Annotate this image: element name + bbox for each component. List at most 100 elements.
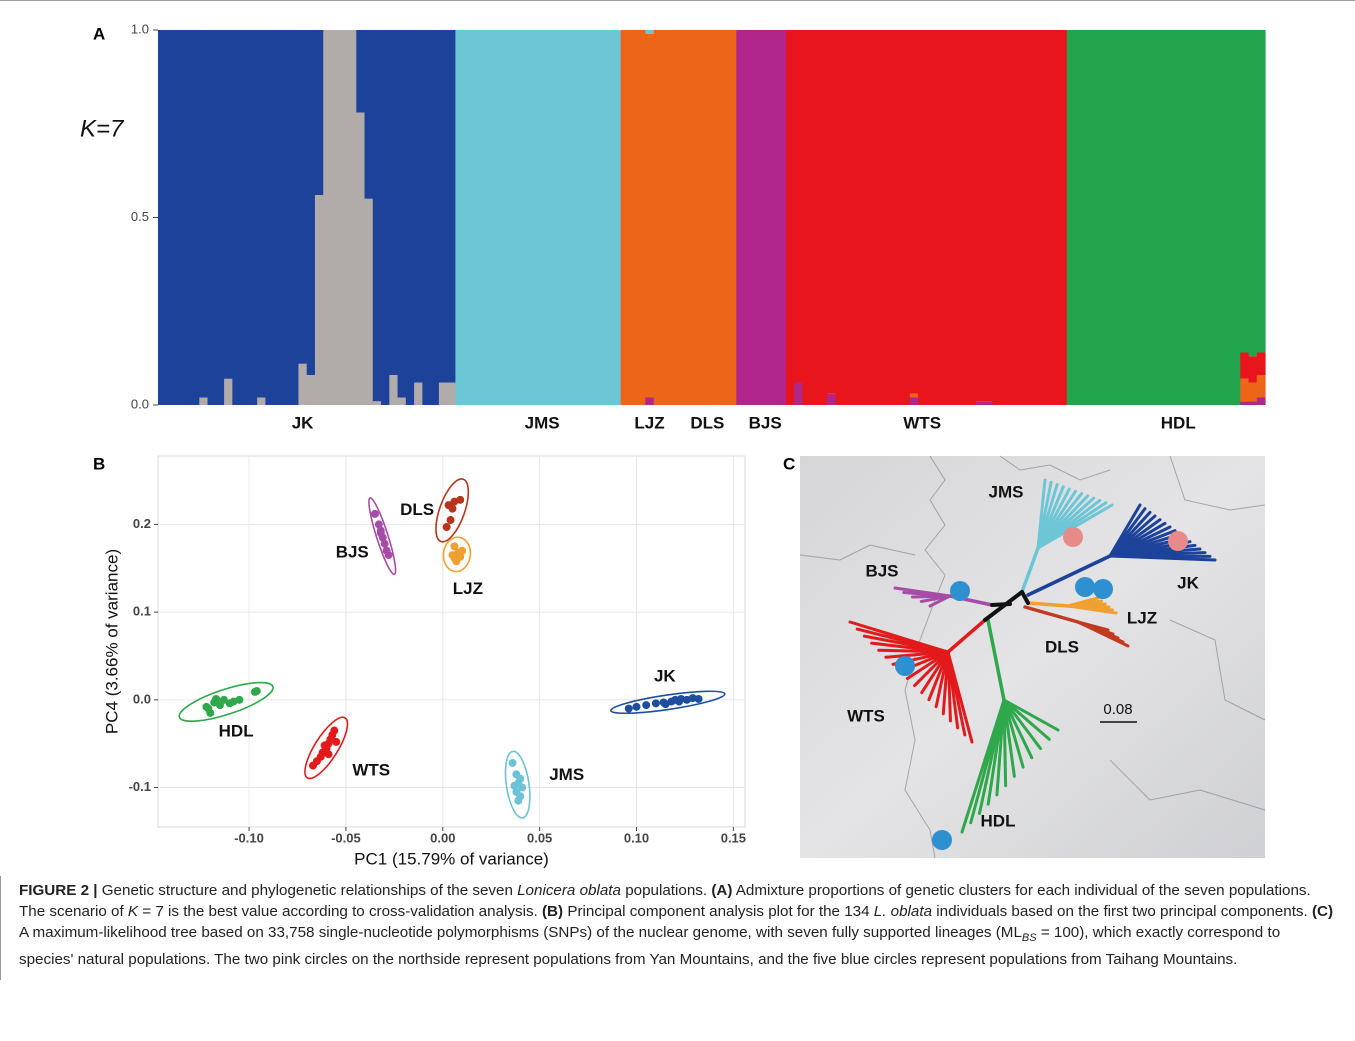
point xyxy=(204,705,212,713)
admixture-bar xyxy=(1248,401,1257,405)
admixture-bar xyxy=(1067,30,1076,405)
admixture-bar xyxy=(1232,30,1241,405)
point xyxy=(633,703,641,711)
admixture-bar xyxy=(1207,30,1216,405)
admixture-bar xyxy=(464,30,473,405)
admixture-bar xyxy=(596,30,605,405)
admixture-bar xyxy=(199,30,208,398)
series-label: JK xyxy=(654,667,676,686)
admixture-bar xyxy=(761,30,770,405)
caption-run: L. oblata xyxy=(874,903,932,920)
admixture-bar xyxy=(678,30,687,405)
point xyxy=(212,695,220,703)
population-label: HDL xyxy=(1161,413,1196,432)
admixture-bar xyxy=(604,30,613,405)
tree-branch xyxy=(1104,611,1116,613)
admixture-bar xyxy=(728,30,737,405)
tree-branch xyxy=(1096,604,1106,605)
admixture-bar xyxy=(356,30,365,113)
population-label: LJZ xyxy=(634,413,664,432)
admixture-bar xyxy=(819,30,828,405)
admixture-bar xyxy=(488,30,497,405)
point xyxy=(332,738,340,746)
admixture-bar xyxy=(241,30,250,405)
admixture-bar xyxy=(645,398,654,406)
admixture-bar xyxy=(984,30,993,401)
series-label: DLS xyxy=(400,500,434,519)
lineage-label: BJS xyxy=(865,561,898,580)
frame-line xyxy=(0,0,1355,1)
panel-label: C xyxy=(783,454,795,473)
admixture-bar xyxy=(1050,30,1059,405)
lineage-label: LJZ xyxy=(1127,608,1157,627)
admixture-bar xyxy=(563,30,572,405)
admixture-bar xyxy=(769,30,778,405)
point xyxy=(377,529,385,537)
admixture-bar xyxy=(414,383,423,406)
x-tick-label: 0.15 xyxy=(721,830,746,845)
admixture-bar xyxy=(158,30,167,405)
admixture-bar xyxy=(645,30,654,34)
admixture-bar xyxy=(1240,353,1249,379)
admixture-bar xyxy=(373,30,382,401)
admixture-bar xyxy=(323,30,332,405)
x-axis-label: PC1 (15.79% of variance) xyxy=(354,849,549,868)
caption-run: Principal component analysis plot for th… xyxy=(563,903,874,920)
point xyxy=(642,701,650,709)
admixture-bar xyxy=(331,30,340,405)
caption-run: BS xyxy=(1022,932,1037,944)
point xyxy=(456,496,464,504)
admixture-bar xyxy=(232,30,241,405)
admixture-bar xyxy=(687,30,696,405)
caption-run: (A) xyxy=(711,882,732,899)
admixture-bar xyxy=(166,30,175,405)
admixture-bar xyxy=(315,30,324,195)
admixture-bar xyxy=(307,375,316,405)
admixture-bar xyxy=(175,30,184,405)
admixture-bar xyxy=(571,30,580,405)
admixture-bar xyxy=(191,30,200,405)
admixture-bar xyxy=(398,30,407,398)
admixture-bar xyxy=(1125,30,1134,405)
admixture-bar xyxy=(1174,30,1183,405)
admixture-bar xyxy=(918,30,927,405)
admixture-bar xyxy=(794,30,803,383)
admixture-bar xyxy=(1257,30,1266,353)
admixture-bar xyxy=(472,30,481,405)
point xyxy=(371,510,379,518)
admixture-bar xyxy=(1199,30,1208,405)
admixture-bar xyxy=(1166,30,1175,405)
admixture-bar xyxy=(1149,30,1158,405)
admixture-bar xyxy=(1083,30,1092,405)
admixture-bar xyxy=(307,30,316,375)
admixture-bar xyxy=(885,30,894,405)
admixture-bar xyxy=(802,30,811,405)
admixture-bar xyxy=(389,30,398,375)
admixture-bar xyxy=(274,30,283,405)
blue-site xyxy=(1075,577,1095,597)
admixture-bar xyxy=(1257,353,1266,376)
y-tick-label: 0.1 xyxy=(133,604,151,619)
admixture-bar xyxy=(1182,30,1191,405)
y-tick-label: 0.5 xyxy=(131,209,149,224)
admixture-bar xyxy=(1108,30,1117,405)
admixture-bar xyxy=(340,30,349,405)
admixture-bar xyxy=(480,30,489,405)
admixture-bar xyxy=(835,30,844,405)
admixture-bar xyxy=(612,30,621,405)
point xyxy=(695,695,703,703)
admixture-bar xyxy=(1025,30,1034,405)
annotation: K=7 xyxy=(80,115,125,142)
admixture-bar xyxy=(1042,30,1051,405)
admixture-bar xyxy=(654,30,663,405)
admixture-bar xyxy=(298,30,307,364)
admixture-bar xyxy=(877,30,886,405)
admixture-bar xyxy=(1257,375,1266,398)
admixture-bar xyxy=(1248,356,1257,382)
admixture-bar xyxy=(265,30,274,405)
admixture-bar xyxy=(447,30,456,383)
admixture-bar xyxy=(447,383,456,406)
tree-branch xyxy=(1169,553,1205,554)
admixture-bar xyxy=(1034,30,1043,405)
caption-run: FIGURE 2 | xyxy=(19,882,98,899)
